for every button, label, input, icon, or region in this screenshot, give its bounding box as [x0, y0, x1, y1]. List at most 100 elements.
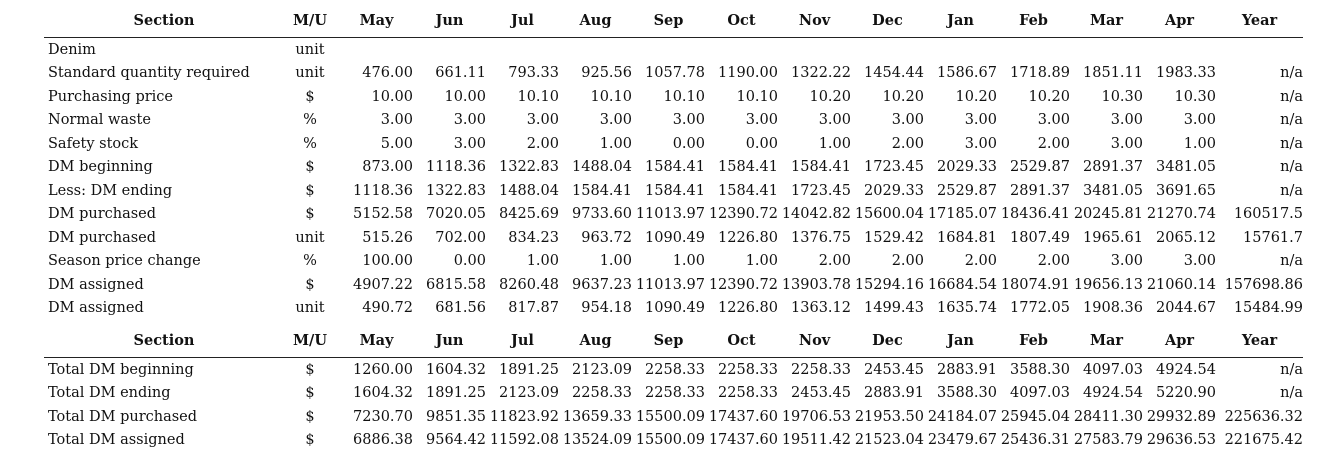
value-cell: 1.00	[526, 253, 559, 270]
table-row: Total DM assigned $6886.38 9564.42 11592.08…	[44, 429, 1303, 453]
column-header: M/U	[293, 332, 327, 349]
value-cell: 10.20	[809, 88, 851, 105]
value-cell: 1908.36	[1083, 300, 1143, 317]
value-cell: 6886.38	[353, 432, 413, 449]
value-cell: 1.00	[672, 253, 705, 270]
value-cell: 4097.03	[1010, 385, 1070, 402]
value-cell: 5152.58	[353, 206, 413, 223]
value-cell: 13903.78	[781, 276, 851, 293]
value-cell: 2453.45	[791, 385, 851, 402]
value-cell: 2258.33	[718, 361, 778, 378]
value-cell: 515.26	[362, 229, 413, 246]
value-cell: 24184.07	[927, 408, 997, 425]
value-cell: 157698.86	[1224, 276, 1303, 293]
row-label: Normal waste	[48, 112, 151, 129]
value-cell: 3.00	[1183, 253, 1216, 270]
column-header: Section	[133, 332, 195, 349]
value-cell: 2891.37	[1083, 159, 1143, 176]
value-cell: 10.00	[444, 88, 486, 105]
value-cell: 21523.04	[854, 432, 924, 449]
table-row: Standard quantity required unit 476.00 661.…	[44, 62, 1303, 86]
value-cell	[632, 38, 705, 62]
value-cell: 10.10	[590, 88, 632, 105]
row-label: DM beginning	[48, 159, 153, 176]
value-cell: 793.33	[508, 65, 559, 82]
value-cell: 1322.83	[426, 182, 486, 199]
value-cell: 2258.33	[791, 361, 851, 378]
value-cell: 1684.81	[937, 229, 997, 246]
unit-cell: unit	[295, 300, 325, 317]
value-cell: 1488.04	[572, 159, 632, 176]
value-cell: 10.30	[1174, 88, 1216, 105]
value-cell: 1529.42	[864, 229, 924, 246]
value-cell: 1.00	[818, 135, 851, 152]
value-cell: 1.00	[599, 253, 632, 270]
row-label: Total DM assigned	[48, 432, 185, 449]
value-cell: 1363.12	[791, 300, 851, 317]
unit-cell: %	[303, 112, 317, 129]
value-cell: 1499.43	[864, 300, 924, 317]
unit-cell: $	[305, 432, 315, 449]
value-cell: 25436.31	[1000, 432, 1070, 449]
value-cell: 2065.12	[1156, 229, 1216, 246]
value-cell: 3.00	[453, 112, 486, 129]
column-header: May	[359, 332, 394, 349]
value-cell: 9564.42	[426, 432, 486, 449]
value-cell: 10.20	[1028, 88, 1070, 105]
value-cell: 13524.09	[562, 432, 632, 449]
value-cell: 2.00	[1037, 135, 1070, 152]
row-label: Total DM purchased	[48, 408, 198, 425]
value-cell: 23479.67	[927, 432, 997, 449]
value-cell: 661.11	[435, 65, 486, 82]
unit-cell: unit	[295, 229, 325, 246]
value-cell: 2.00	[1037, 253, 1070, 270]
value-cell: 100.00	[362, 253, 413, 270]
value-cell: 21270.74	[1146, 206, 1216, 223]
table-row: Purchasing price $10.00 10.00 10.10 10.10 10.…	[44, 85, 1303, 109]
value-cell: 2.00	[891, 135, 924, 152]
value-cell: 1.00	[1183, 135, 1216, 152]
value-cell: 13659.33	[562, 408, 632, 425]
table-row: Normal waste% 3.00 3.00 3.00 3.00 3.00 3.00 3.0…	[44, 109, 1303, 133]
value-cell: 1983.33	[1156, 65, 1216, 82]
value-cell: 1723.45	[864, 159, 924, 176]
value-cell: 1322.22	[791, 65, 851, 82]
table-row: Less: DM ending $1118.36 1322.83 1488.04 158…	[44, 179, 1303, 203]
value-cell	[413, 38, 486, 62]
value-cell: 9637.23	[572, 276, 632, 293]
column-header: Jan	[947, 332, 974, 349]
table-row: Total DM ending $1604.32 1891.25 2123.09 225…	[44, 382, 1303, 406]
value-cell: 3.00	[672, 112, 705, 129]
value-cell: 1772.05	[1010, 300, 1070, 317]
value-cell: 1584.41	[645, 159, 705, 176]
column-header: Aug	[579, 12, 612, 29]
row-label: DM assigned	[48, 300, 144, 317]
clipped-text-fragment	[530, 463, 840, 468]
value-cell: 2029.33	[937, 159, 997, 176]
value-cell: 1723.45	[791, 182, 851, 199]
direct-materials-totals-table: Section M/U May Jun Jul Aug Sep Oct Nov Dec Jan Feb…	[44, 324, 1303, 452]
value-cell: 1635.74	[937, 300, 997, 317]
value-cell: n/a	[1280, 65, 1303, 82]
value-cell: 8260.48	[499, 276, 559, 293]
value-cell: 10.10	[663, 88, 705, 105]
value-cell: 15500.09	[635, 408, 705, 425]
header-row: Section M/U May Jun Jul Aug Sep Oct Nov Dec Jan Feb…	[44, 4, 1303, 38]
value-cell: 1604.32	[426, 361, 486, 378]
table-row: DM beginning $873.00 1118.36 1322.83 1488.04…	[44, 156, 1303, 180]
value-cell: 954.18	[581, 300, 632, 317]
value-cell: 1584.41	[572, 182, 632, 199]
value-cell: 15294.16	[854, 276, 924, 293]
column-header: Oct	[727, 12, 756, 29]
value-cell: 14042.82	[781, 206, 851, 223]
column-header: Aug	[579, 332, 612, 349]
value-cell: 1090.49	[645, 229, 705, 246]
table-row: Denim unit	[44, 38, 1303, 62]
value-cell: 221675.42	[1224, 432, 1303, 449]
value-cell: 3481.05	[1156, 159, 1216, 176]
value-cell: 10.10	[517, 88, 559, 105]
value-cell: 9851.35	[426, 408, 486, 425]
value-cell: 1584.41	[718, 182, 778, 199]
unit-cell: $	[305, 182, 315, 199]
column-header: Jun	[435, 12, 464, 29]
